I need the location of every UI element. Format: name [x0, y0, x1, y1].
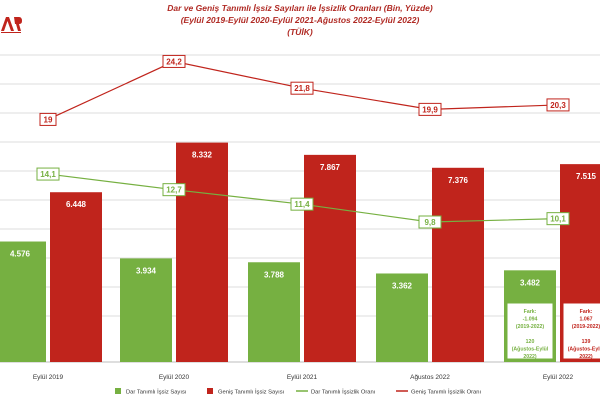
data-label: 6.448	[66, 200, 87, 209]
data-label: 7.376	[448, 176, 469, 185]
logo-icon	[0, 15, 22, 33]
data-label: 3.482	[520, 278, 541, 287]
data-label: 3.788	[264, 270, 285, 279]
annotation-text: 1.067	[580, 317, 593, 323]
bar	[248, 262, 300, 362]
line-point-label-box	[546, 98, 570, 112]
bar	[304, 154, 356, 362]
annotation-box	[562, 302, 600, 360]
x-tick-label: Ağustos 2022	[410, 374, 450, 381]
bar	[432, 167, 484, 362]
annotation-text: (Ağustos-Eylül	[512, 347, 549, 353]
data-label: 7.515	[576, 172, 597, 181]
line-point-label: 11,4	[294, 200, 310, 209]
line-point-label: 19	[44, 115, 53, 124]
annotation-box	[506, 302, 554, 360]
bar	[50, 192, 102, 362]
bar	[176, 142, 228, 362]
x-tick-label: Eylül 2020	[159, 374, 190, 381]
annotation-text: (2019-2022)	[572, 324, 600, 330]
chart-source: (TÜİK)	[287, 27, 313, 37]
line-point-label-box	[162, 183, 186, 197]
line-point-label: 21,8	[294, 84, 310, 93]
line-point-label: 19,9	[422, 105, 438, 114]
annotation-text: 2022)	[523, 354, 537, 360]
data-label: 3.934	[136, 266, 157, 275]
bar	[0, 241, 46, 362]
line-point-label: 10,1	[550, 215, 566, 224]
legend-swatch	[115, 388, 121, 394]
line-point-label-box	[39, 112, 57, 126]
legend-label: Geniş Tanımlı İşsiz Sayısı	[218, 389, 285, 396]
chart-subtitle: (Eylül 2019-Eylül 2020-Eylül 2021-Ağusto…	[180, 15, 420, 25]
x-tick-label: Eylül 2022	[543, 374, 574, 381]
line-point-label: 24,2	[166, 57, 182, 66]
legend-label: Dar Tanımlı İşsizlik Oranı	[311, 389, 376, 396]
data-label: 3.362	[392, 281, 413, 290]
line-point-label-box	[290, 197, 314, 211]
annotation-text: (Ağustos-Eylül	[568, 347, 600, 353]
line-point-label: 20,3	[550, 101, 566, 110]
line-point-label: 12,7	[166, 186, 182, 195]
annotation-text: Fark:	[524, 309, 537, 315]
annotation-text: (2019-2022)	[516, 324, 545, 330]
data-label: 8.332	[192, 151, 213, 160]
line-point-label-box	[290, 81, 314, 95]
bar	[376, 273, 428, 362]
line-point-label: 14,1	[40, 170, 56, 179]
annotation-text: 120	[526, 339, 535, 345]
line-point-label: 9,8	[424, 218, 436, 227]
line-point-label-box	[418, 215, 442, 229]
x-tick-label: Eylül 2021	[287, 374, 318, 381]
line-point-label-box	[546, 212, 570, 226]
annotation-text: 139	[582, 339, 591, 345]
chart-title-block: Dar ve Geniş Tanımlı İşsiz Sayıları ile …	[0, 2, 600, 38]
annotation-text: Fark:	[580, 309, 593, 315]
line-point-label-box	[162, 54, 186, 68]
data-label: 7.867	[320, 163, 341, 172]
data-label: 4.576	[10, 250, 31, 259]
line-point-label-box	[36, 167, 60, 181]
line-point-label-box	[418, 102, 442, 116]
chart-title: Dar ve Geniş Tanımlı İşsiz Sayıları ile …	[167, 3, 433, 13]
annotation-text: 2022)	[579, 354, 593, 360]
bar	[120, 258, 172, 362]
legend-label: Dar Tanımlı İşsiz Sayısı	[126, 389, 187, 396]
x-tick-label: Eylül 2019	[33, 374, 64, 381]
annotation-text: -1.094	[523, 317, 538, 323]
legend-swatch	[207, 388, 213, 394]
legend-label: Geniş Tanımlı İşsizlik Oranı	[411, 389, 482, 396]
